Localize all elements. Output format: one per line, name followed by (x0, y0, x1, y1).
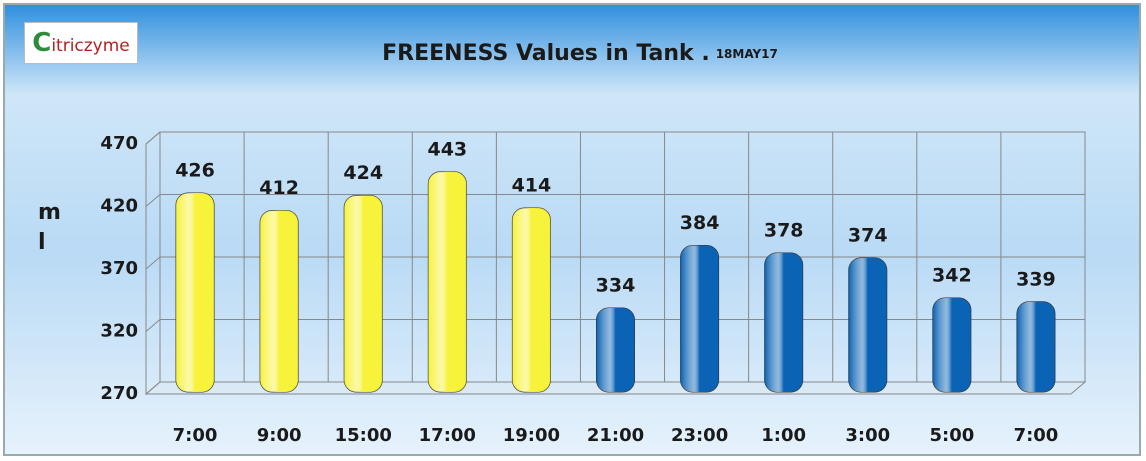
value-label: 424 (343, 162, 383, 184)
x-tick-label: 23:00 (671, 425, 728, 446)
value-label: 378 (764, 220, 804, 242)
value-label: 334 (596, 275, 636, 297)
bar (428, 171, 467, 392)
bar (932, 298, 971, 392)
y-tick-label: 270 (100, 383, 138, 404)
logo: Citriczyme (24, 22, 138, 64)
grid-line-side (145, 131, 161, 145)
y-axis-label: ml (38, 200, 61, 255)
y-tick-label: 420 (100, 196, 138, 217)
y-tick-label: 470 (100, 133, 138, 154)
bar (596, 308, 635, 392)
value-label: 339 (1016, 268, 1056, 290)
value-label: 443 (427, 138, 467, 160)
bar (764, 253, 803, 392)
value-label: 412 (259, 177, 299, 199)
value-label: 426 (175, 160, 215, 182)
grid-line-side (145, 319, 161, 332)
bar (260, 210, 299, 392)
value-label: 384 (680, 212, 720, 234)
value-label: 414 (512, 175, 552, 197)
y-tick-label: 320 (100, 321, 138, 342)
title-text: FREENESS Values in Tank . (382, 41, 710, 66)
bar (680, 245, 719, 392)
grid-line-side (145, 256, 161, 270)
y-tick-label: 370 (100, 258, 138, 279)
x-tick-label: 19:00 (503, 425, 560, 446)
x-tick-label: 15:00 (335, 425, 392, 446)
x-tick-label: 9:00 (257, 425, 302, 446)
bar (848, 258, 887, 392)
subtitle: 18MAY17 (716, 47, 778, 61)
x-tick-label: 21:00 (587, 425, 644, 446)
bar (1016, 301, 1055, 392)
bar (344, 195, 383, 392)
x-tick-label: 5:00 (929, 425, 974, 446)
x-tick-label: 3:00 (845, 425, 890, 446)
grid-line-side (145, 194, 161, 207)
x-tick-label: 17:00 (419, 425, 476, 446)
bar (512, 208, 551, 392)
x-tick-label: 7:00 (1014, 425, 1059, 446)
x-tick-label: 7:00 (173, 425, 218, 446)
value-label: 342 (932, 265, 972, 287)
x-tick-label: 1:00 (761, 425, 806, 446)
chart-title: FREENESS Values in Tank . 18MAY17 (382, 41, 778, 66)
bar (176, 193, 215, 392)
value-label: 374 (848, 225, 888, 247)
grid-line-side (145, 381, 161, 395)
